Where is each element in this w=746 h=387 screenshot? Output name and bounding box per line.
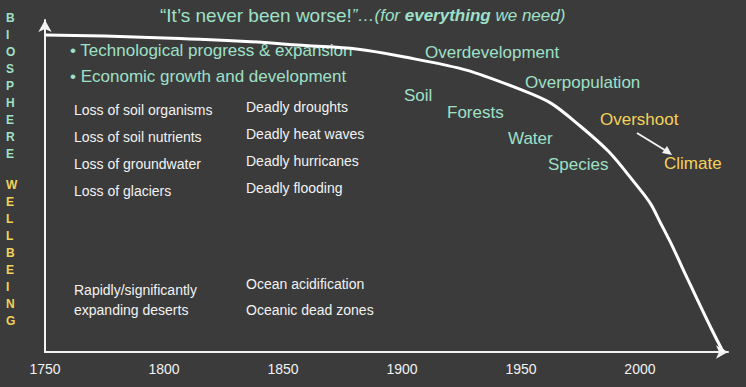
- svg-text:“It’s never been: “It’s never been: [160, 5, 296, 26]
- svg-text:Forests: Forests: [447, 103, 504, 122]
- svg-text:E: E: [6, 195, 14, 209]
- svg-text:1850: 1850: [267, 361, 298, 377]
- svg-text:1900: 1900: [386, 361, 417, 377]
- svg-text:• Economic growth and developm: • Economic growth and development: [70, 67, 346, 86]
- svg-text:S: S: [6, 62, 14, 76]
- svg-text:Ocean acidification: Ocean acidification: [246, 276, 364, 292]
- svg-text:I: I: [6, 28, 9, 42]
- svg-text:Deadly droughts: Deadly droughts: [246, 99, 348, 115]
- svg-text:Overdevelopment: Overdevelopment: [425, 43, 559, 62]
- svg-text:B: B: [6, 246, 15, 260]
- svg-text:Species: Species: [548, 155, 608, 174]
- svg-text:Rapidly/significantly: Rapidly/significantly: [74, 282, 197, 298]
- svg-text:1750: 1750: [29, 361, 60, 377]
- svg-text:Overpopulation: Overpopulation: [525, 73, 640, 92]
- svg-text:Loss of groundwater: Loss of groundwater: [74, 156, 201, 172]
- svg-text:B: B: [6, 11, 15, 25]
- svg-text:P: P: [6, 79, 14, 93]
- svg-text:H: H: [6, 96, 15, 110]
- svg-text:L: L: [6, 212, 13, 226]
- svg-text:Deadly hurricanes: Deadly hurricanes: [246, 153, 359, 169]
- svg-text:”…(for: ”…(for: [352, 6, 405, 25]
- svg-text:everything: everything: [405, 6, 492, 25]
- svg-text:Overshoot: Overshoot: [600, 110, 679, 129]
- svg-text:• Technological progress & exp: • Technological progress & expansion: [70, 41, 353, 60]
- svg-text:1950: 1950: [505, 361, 536, 377]
- svg-text:2000: 2000: [624, 361, 655, 377]
- svg-text:Deadly heat waves: Deadly heat waves: [246, 126, 364, 142]
- svg-text:Water: Water: [508, 129, 553, 148]
- svg-text:Loss of soil organisms: Loss of soil organisms: [74, 102, 213, 118]
- svg-text:W: W: [6, 178, 18, 192]
- svg-text:G: G: [6, 314, 15, 328]
- svg-text:E: E: [6, 263, 14, 277]
- svg-text:Oceanic dead zones: Oceanic dead zones: [246, 302, 374, 318]
- svg-text:N: N: [6, 297, 15, 311]
- svg-text:O: O: [6, 45, 15, 59]
- svg-text:Loss of glaciers: Loss of glaciers: [74, 183, 171, 199]
- svg-text:expanding deserts: expanding deserts: [74, 302, 188, 318]
- svg-text:1800: 1800: [148, 361, 179, 377]
- svg-text:E: E: [6, 113, 14, 127]
- svg-text:L: L: [6, 229, 13, 243]
- svg-text:Deadly flooding: Deadly flooding: [246, 180, 343, 196]
- svg-text:we need): we need): [491, 6, 566, 25]
- svg-text:R: R: [6, 130, 15, 144]
- svg-text:worse!: worse!: [295, 5, 352, 26]
- svg-text:I: I: [6, 280, 9, 294]
- svg-text:Climate: Climate: [664, 154, 722, 173]
- svg-text:Soil: Soil: [404, 86, 432, 105]
- svg-text:Loss of soil nutrients: Loss of soil nutrients: [74, 129, 202, 145]
- svg-text:E: E: [6, 147, 14, 161]
